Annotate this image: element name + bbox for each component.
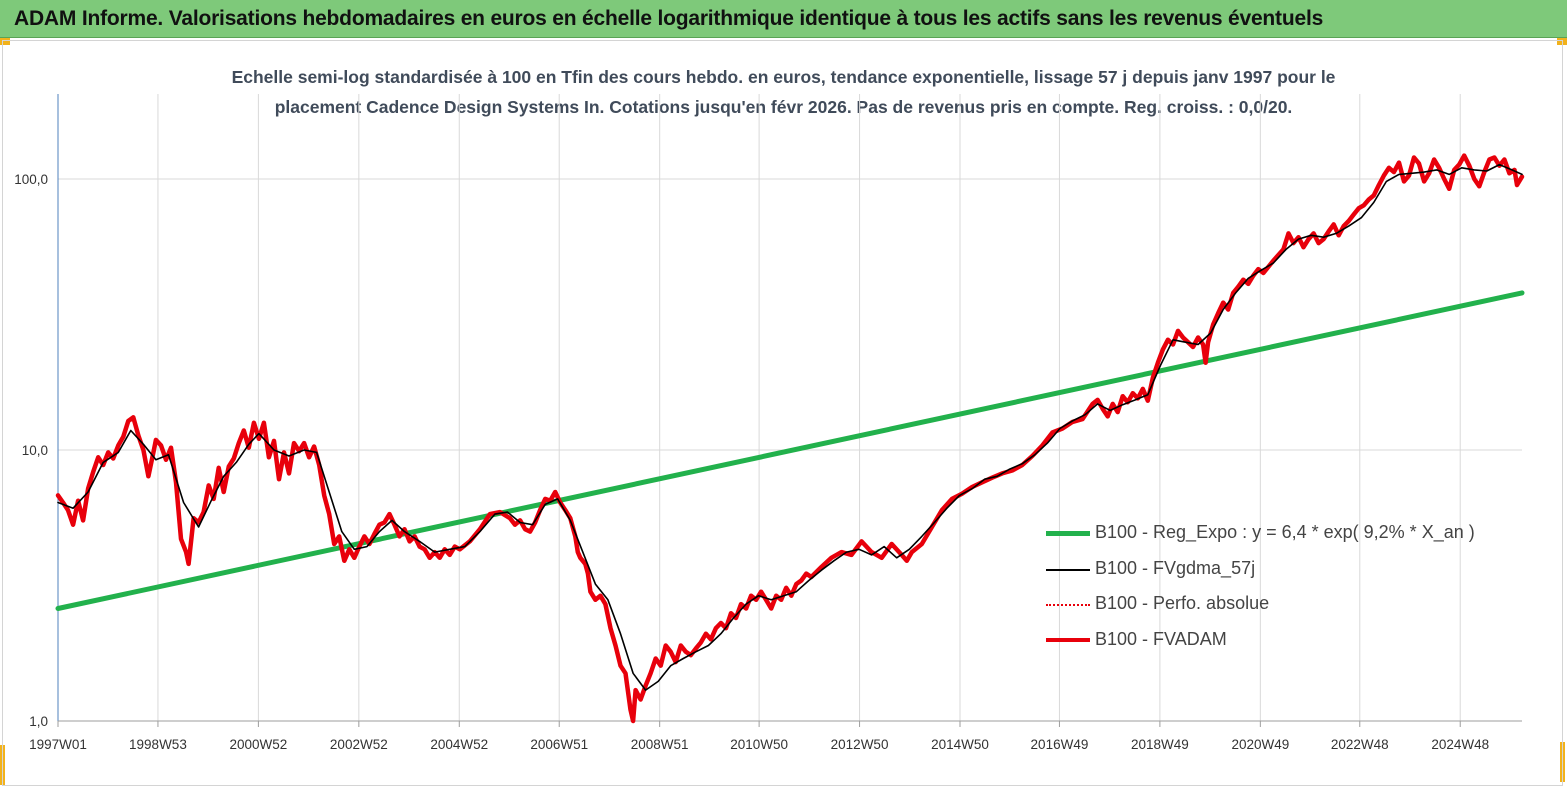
x-tick-label: 2016W49 — [1031, 737, 1089, 752]
chart-subtitle-line2: placement Cadence Design Systems In. Cot… — [274, 97, 1293, 117]
chart-subtitle-line1: Echelle semi-log standardisée à 100 en T… — [231, 67, 1336, 87]
x-tick-label: 2020W49 — [1231, 737, 1289, 752]
series-line-3 — [55, 153, 1525, 724]
y-tick-label: 10,0 — [22, 443, 48, 458]
x-tick-label: 2010W50 — [730, 737, 788, 752]
x-tick-label: 2008W51 — [631, 737, 689, 752]
legend-swatch-perfo — [1046, 604, 1090, 606]
x-tick-label: 2024W48 — [1431, 737, 1489, 752]
legend-label-fvadam: B100 - FVADAM — [1095, 628, 1227, 649]
x-tick-label: 2004W52 — [430, 737, 488, 752]
legend-label-perfo: B100 - Perfo. absolue — [1095, 593, 1270, 613]
y-tick-label: 100,0 — [14, 172, 48, 187]
x-tick-label: 1998W53 — [129, 737, 187, 752]
legend-swatch-fvadam — [1046, 637, 1090, 642]
y-tick-label: 1,0 — [29, 714, 48, 729]
x-tick-label: 1997W01 — [29, 737, 87, 752]
x-tick-label: 2022W48 — [1331, 737, 1389, 752]
report-title: ADAM Informe. Valorisations hebdomadaire… — [14, 7, 1324, 30]
series-line-1 — [57, 163, 1523, 691]
chart-frame — [2, 40, 1563, 786]
legend-label-regression: B100 - Reg_Expo : y = 6,4 * exp( 9,2% * … — [1095, 522, 1475, 542]
series-line-0 — [55, 290, 1525, 611]
report-banner: ADAM Informe. Valorisations hebdomadaire… — [0, 0, 1567, 38]
x-tick-label: 2002W52 — [330, 737, 388, 752]
x-tick-label: 2018W49 — [1131, 737, 1189, 752]
x-tick-label: 2006W51 — [530, 737, 588, 752]
corner-marker-top-left — [0, 38, 10, 45]
legend-label-fvgdma: B100 - FVgdma_57j — [1095, 557, 1256, 578]
legend-swatch-regression — [1046, 531, 1090, 536]
legend-swatch-fvgdma — [1046, 568, 1090, 571]
x-tick-label: 2012W50 — [831, 737, 889, 752]
x-tick-label: 2000W52 — [229, 737, 287, 752]
x-tick-label: 2014W50 — [931, 737, 989, 752]
